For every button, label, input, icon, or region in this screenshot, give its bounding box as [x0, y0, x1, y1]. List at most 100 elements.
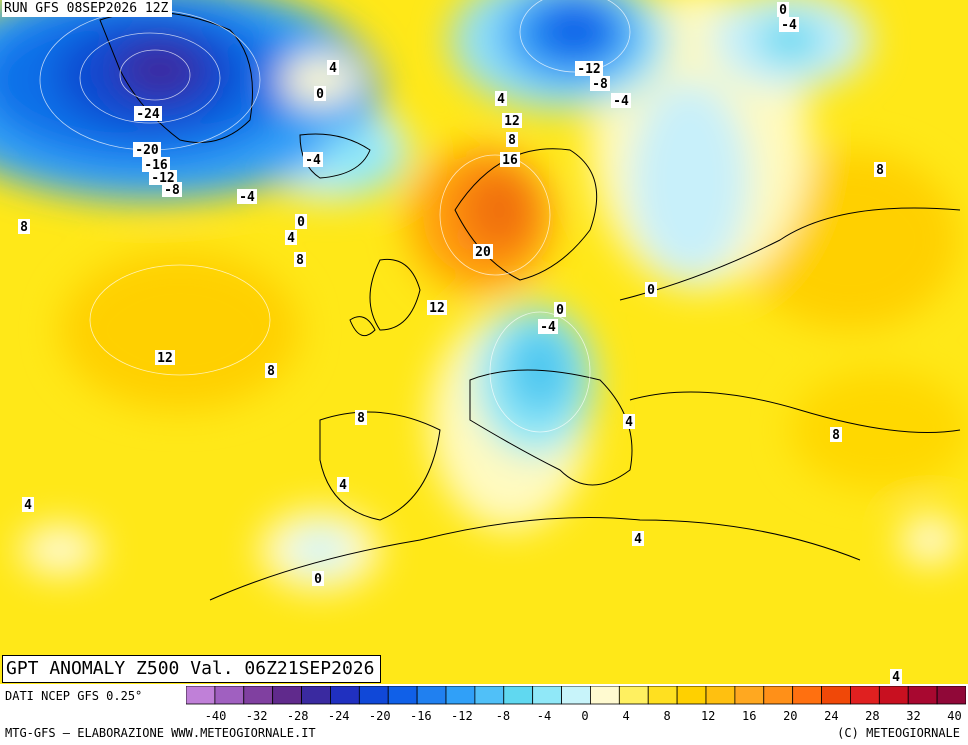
contour-label: 8	[832, 428, 840, 443]
contour-label-bg	[337, 477, 349, 492]
contour-label: 4	[329, 61, 337, 76]
legend-tick-label: 40	[947, 709, 961, 723]
contour-label-bg	[538, 319, 558, 334]
legend-tick-label: 20	[783, 709, 797, 723]
contour-label: -16	[144, 158, 168, 173]
contour-label: 20	[475, 245, 491, 260]
contour-label: 8	[20, 220, 28, 235]
contour-label-bg	[295, 214, 307, 229]
coastlines	[99, 11, 961, 601]
contour-label: 0	[779, 3, 787, 18]
contour-label-bg	[502, 113, 522, 128]
contour-label-bg	[500, 152, 520, 167]
legend-swatch	[561, 686, 591, 705]
contour-label: 8	[267, 364, 275, 379]
legend-swatch	[474, 686, 505, 705]
contour-label-bg	[149, 170, 177, 185]
legend-swatch	[647, 686, 678, 705]
contour-label: -24	[136, 107, 160, 122]
contour-label-bg	[623, 414, 635, 429]
contour-label: 16	[502, 153, 518, 168]
legend-swatch	[301, 686, 331, 705]
contour-label-bg	[575, 61, 603, 76]
contour-label: -8	[164, 183, 180, 198]
legend-tick-label: -28	[287, 709, 309, 723]
legend-swatch	[358, 686, 389, 705]
legend-tick-label: 28	[865, 709, 879, 723]
legend-tick-label: -40	[205, 709, 227, 723]
legend-tick-label: -4	[537, 709, 551, 723]
legend-swatch	[532, 686, 562, 705]
contour-label-bg	[632, 531, 644, 546]
contour-label-bg	[645, 282, 657, 297]
legend-swatch	[186, 686, 216, 705]
legend-swatch	[387, 686, 418, 705]
contour-label-bg	[303, 152, 323, 167]
contour-label-bg	[473, 244, 493, 259]
legend-swatch	[330, 686, 360, 705]
legend-swatch	[734, 686, 765, 705]
legend-tick-label: 12	[701, 709, 715, 723]
footer-credit-left: MTG-GFS — ELABORAZIONE WWW.METEOGIORNALE…	[5, 726, 316, 740]
legend-swatch	[821, 686, 851, 705]
contour-label-bg	[294, 252, 306, 267]
contour-label-bg	[506, 132, 518, 147]
contour-label: -4	[540, 320, 556, 335]
contour-label-bg	[554, 302, 566, 317]
contour-label-bg	[777, 2, 789, 17]
data-source-label: DATI NCEP GFS 0.25°	[5, 689, 143, 703]
legend-swatch	[705, 686, 736, 705]
contour-label: 4	[634, 532, 642, 547]
map-title: GPT ANOMALY Z500 Val. 06Z21SEP2026	[2, 655, 382, 683]
footer-credit-right: (C) METEOGIORNALE	[837, 726, 960, 740]
contour-label: 4	[24, 498, 32, 513]
contour-label: 4	[892, 670, 900, 684]
contour-label: 4	[625, 415, 633, 430]
contour-label: 4	[497, 92, 505, 107]
run-label: RUN GFS 08SEP2026 12Z	[2, 0, 173, 17]
contour-label: 12	[429, 301, 445, 316]
contour-label: 4	[287, 231, 295, 246]
contour-label-bg	[18, 219, 30, 234]
contour-label-bg	[779, 17, 799, 32]
legend-swatch	[618, 686, 649, 705]
legend-tick-label: -20	[369, 709, 391, 723]
contour-label: 0	[316, 87, 324, 102]
legend-tick-label: 32	[906, 709, 920, 723]
legend-swatch	[243, 686, 274, 705]
legend-tick-label: 4	[622, 709, 629, 723]
legend-swatch	[272, 686, 302, 705]
contour-label-bg	[134, 106, 162, 121]
contour-label-group: 0-4-12-8-440 48-24 1216-20-16-12-8-4-40488…	[18, 2, 902, 684]
contour-label: -4	[781, 18, 797, 33]
contour-label-bg	[265, 363, 277, 378]
contour-label: 8	[876, 163, 884, 178]
contour-label-bg	[830, 427, 842, 442]
legend-tick-label: 8	[664, 709, 671, 723]
contour-label: 8	[357, 411, 365, 426]
anomaly-map: 0-4-12-8-440 48-24 1216-20-16-12-8-4-40488…	[0, 0, 968, 684]
legend-swatch	[878, 686, 909, 705]
legend-swatch	[763, 686, 794, 705]
contour-label-bg	[874, 162, 886, 177]
contour-label-bg	[285, 230, 297, 245]
legend-tick-label: 0	[581, 709, 588, 723]
contour-label: -8	[592, 77, 608, 92]
contour-label: -4	[239, 190, 255, 205]
contour-label: 12	[504, 114, 520, 129]
contour-label-bg	[495, 91, 507, 106]
contour-label: 4	[339, 478, 347, 493]
legend-tick-label: 24	[824, 709, 838, 723]
legend-swatch	[214, 686, 245, 705]
legend-swatch	[503, 686, 534, 705]
contour-label: -20	[135, 143, 159, 158]
contour-label-bg	[327, 60, 339, 75]
contour-label-bg	[890, 669, 902, 684]
contour-label-bg	[312, 571, 324, 586]
legend-tick-label: 16	[742, 709, 756, 723]
contour-label-bg	[427, 300, 447, 315]
contour-label: -4	[305, 153, 321, 168]
legend-swatch	[416, 686, 447, 705]
contour-label-bg	[155, 350, 175, 365]
contour-label: 12	[157, 351, 173, 366]
